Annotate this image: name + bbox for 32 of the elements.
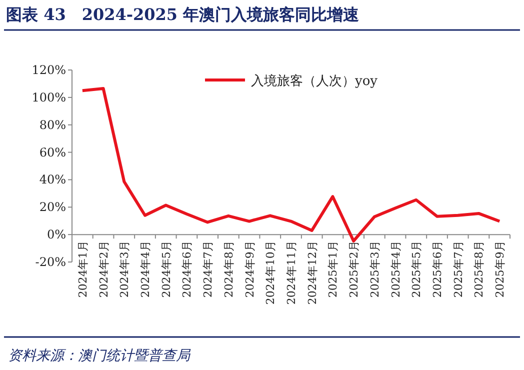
x-tick-label: 2025年9月	[494, 240, 507, 298]
title: 图表 43 2024-2025 年澳门入境旅客同比增速	[6, 5, 360, 24]
y-tick-label: 0%	[46, 228, 66, 242]
x-tick-label: 2025年8月	[472, 240, 486, 298]
y-tick-label: 100%	[32, 90, 66, 104]
x-tick-label: 2024年1月	[76, 240, 90, 298]
annotation: 资料来源：澳门统计暨普查局	[8, 348, 190, 364]
y-tick-label: 120%	[32, 63, 66, 77]
x-tick-label: 2025年6月	[431, 240, 444, 298]
y-tick-label: 40%	[39, 172, 66, 187]
x-tick-label: 2024年9月	[243, 240, 256, 298]
y-tick-label: -20%	[35, 255, 66, 269]
x-tick-label: 2025年7月	[452, 240, 465, 298]
x-tick-label: 2024年3月	[118, 240, 132, 298]
x-tick-label: 2025年3月	[368, 240, 382, 298]
y-tick-label: 20%	[39, 200, 66, 214]
x-tick-label: 2024年8月	[222, 240, 236, 298]
x-tick-label: 2024年12月	[306, 240, 319, 305]
x-tick-label: 2024年6月	[180, 240, 194, 298]
x-tick-label: 2024年11月	[285, 240, 298, 305]
legend: 入境旅客（人次）yoy	[251, 74, 378, 89]
x-tick-label: 2024年7月	[202, 240, 215, 298]
x-tick-label: 2025年2月	[348, 240, 361, 298]
x-tick-label: 2024年5月	[160, 240, 173, 298]
x-tick-label: 2025年1月	[326, 240, 340, 298]
x-tick-label: 2025年5月	[410, 240, 424, 298]
x-tick-label: 2025年4月	[389, 240, 402, 298]
x-tick-label: 2024年2月	[97, 240, 110, 298]
x-tick-label: 2024年4月	[139, 240, 152, 298]
y-tick-label: 60%	[39, 145, 66, 160]
x-tick-label: 2024年10月	[264, 240, 278, 305]
y-tick-label: 80%	[39, 118, 66, 132]
